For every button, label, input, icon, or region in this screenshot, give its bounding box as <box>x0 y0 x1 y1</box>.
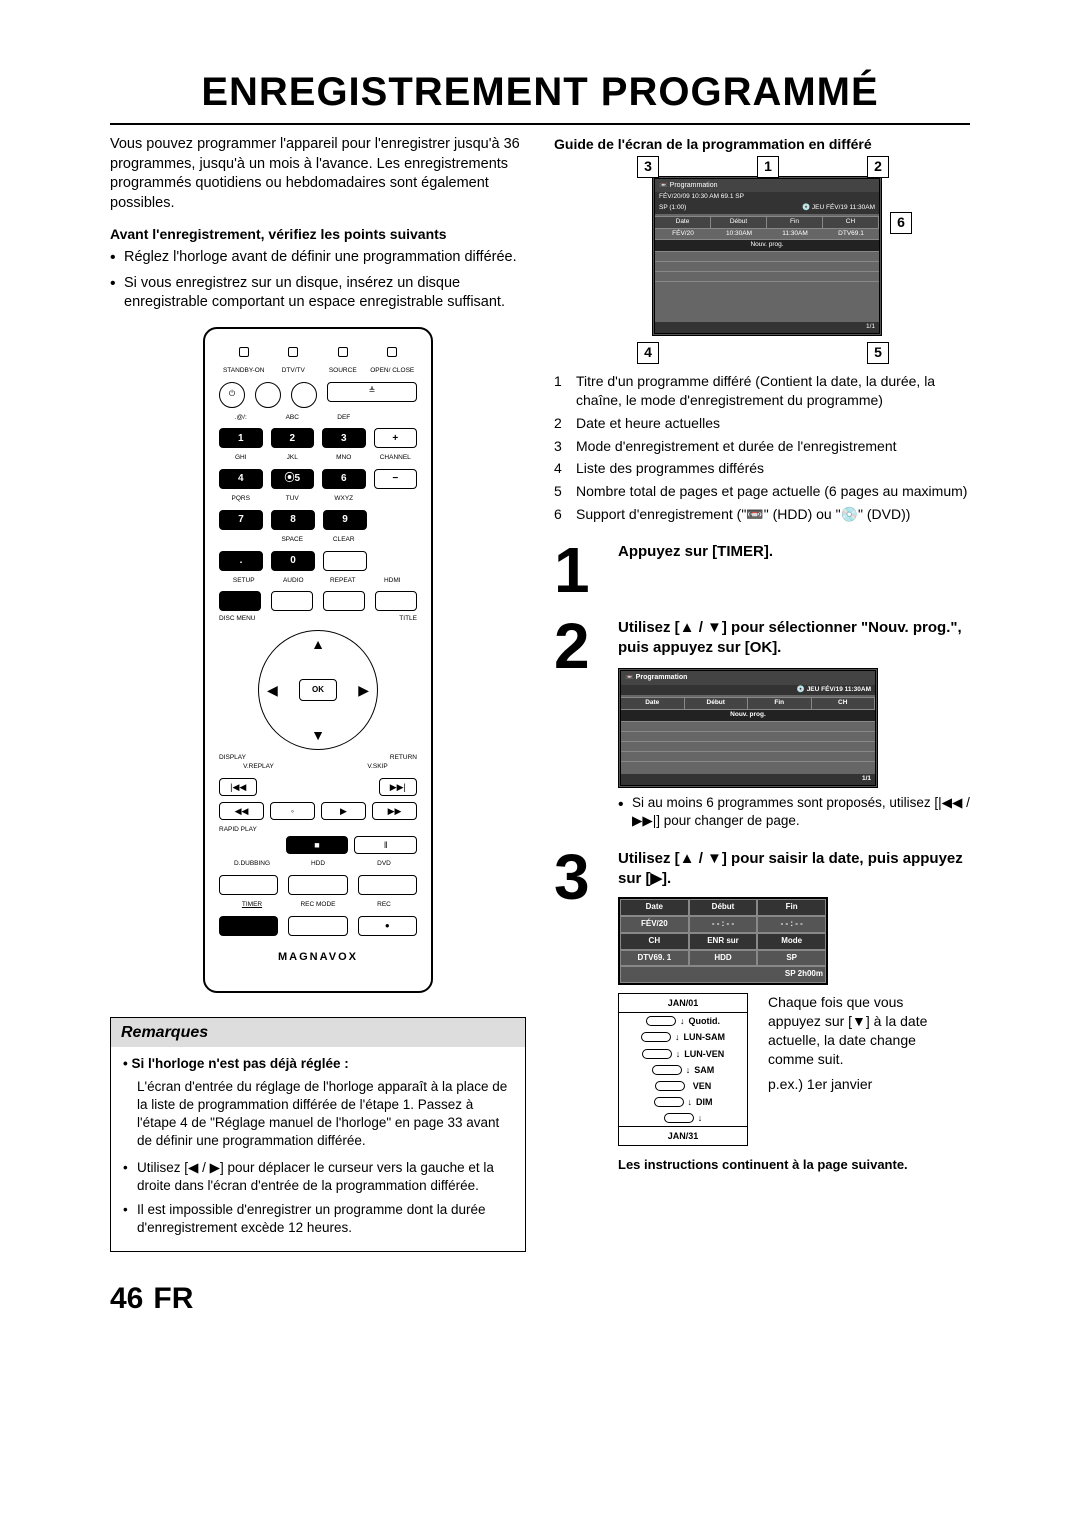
callout-5: 5 <box>867 342 889 364</box>
keypad: .@/:ABCDEF 1 2 3 + GHIJKLMNOCHANNEL 4 ⦿5… <box>219 414 417 571</box>
continue-note: Les instructions continuent à la page su… <box>618 1156 970 1174</box>
standby-button: ⏻ <box>219 382 245 408</box>
ch-up: + <box>374 428 418 448</box>
page-title: ENREGISTREMENT PROGRAMMÉ <box>110 70 970 125</box>
step3-side-text: Chaque fois que vous appuyez sur [▼] à l… <box>768 993 948 1099</box>
remarks-item: Il est impossible d'enregistrer un progr… <box>123 1201 513 1237</box>
playback-pad: |◀◀▶▶| ◀◀◦▶▶▶ RAPID PLAY ■‖ <box>219 778 417 855</box>
key-1: 1 <box>219 428 263 448</box>
content-columns: Vous pouvez programmer l'appareil pour l… <box>110 135 970 1252</box>
callout-4: 4 <box>637 342 659 364</box>
callout-3: 3 <box>637 156 659 178</box>
repeat-button <box>323 591 365 611</box>
callout-2: 2 <box>867 156 889 178</box>
remarks-bold: • Si l'horloge n'est pas déjà réglée : <box>123 1055 513 1073</box>
key-9: 9 <box>323 510 367 530</box>
remote-top-row <box>219 347 417 357</box>
step-1: 1 Appuyez sur [TIMER]. <box>554 542 970 600</box>
right-column: Guide de l'écran de la programmation en … <box>554 135 970 1252</box>
step3-table: DateDébutFin FÉV/20- - : - -- - : - - CH… <box>618 897 828 985</box>
key-2: 2 <box>271 428 315 448</box>
key-dot: . <box>219 551 263 571</box>
callout-1: 1 <box>757 156 779 178</box>
step-2: 2 Utilisez [▲ / ▼] pour sélectionner "No… <box>554 618 970 831</box>
audio-button <box>271 591 313 611</box>
remarks-box: Remarques • Si l'horloge n'est pas déjà … <box>110 1017 526 1253</box>
before-heading: Avant l'enregistrement, vérifiez les poi… <box>110 225 526 244</box>
remarks-heading: Remarques <box>111 1018 525 1048</box>
tv-screen: 📼 Programmation FÉV/20/09 10:30 AM 69.1 … <box>652 176 882 336</box>
page-number: 46 <box>110 1282 143 1316</box>
setup-button <box>219 591 261 611</box>
key-4: 4 <box>219 469 263 489</box>
manual-page: ENREGISTREMENT PROGRAMMÉ Vous pouvez pro… <box>0 0 1080 1356</box>
key-6: 6 <box>322 469 366 489</box>
hdmi-button <box>375 591 417 611</box>
ch-down: − <box>374 469 418 489</box>
page-lang: FR <box>153 1282 193 1316</box>
remarks-body-text: L'écran d'entrée du réglage de l'horloge… <box>123 1078 513 1151</box>
guide-figure: 📼 Programmation FÉV/20/09 10:30 AM 69.1 … <box>602 162 922 362</box>
remote-diagram: STANDBY-ON DTV/TV SOURCE OPEN/ CLOSE ⏻ ≜… <box>203 327 433 993</box>
key-8: 8 <box>271 510 315 530</box>
left-column: Vous pouvez programmer l'appareil pour l… <box>110 135 526 1252</box>
key-5: ⦿5 <box>271 469 315 489</box>
dtv-button <box>255 382 281 408</box>
intro-text: Vous pouvez programmer l'appareil pour l… <box>110 135 526 213</box>
day-flow-diagram: JAN/01 ↓Quotid. ↓LUN-SAM ↓LUN-VEN ↓SAM V… <box>618 993 748 1146</box>
page-footer: 46 FR <box>110 1282 970 1316</box>
callout-6: 6 <box>890 212 912 234</box>
step2-screen: 📼 Programmation 💿 JEU FÉV/19 11:30AM Dat… <box>618 668 878 788</box>
before-item: Réglez l'horloge avant de définir une pr… <box>110 248 526 268</box>
step-3: 3 Utilisez [▲ / ▼] pour saisir la date, … <box>554 849 970 1174</box>
remarks-item: Utilisez [◀ / ▶] pour déplacer le curseu… <box>123 1159 513 1195</box>
guide-legend: 1Titre d'un programme différé (Contient … <box>554 372 970 524</box>
key-clear <box>323 551 367 571</box>
ok-button: OK <box>299 679 337 701</box>
source-button <box>291 382 317 408</box>
brand-label: MAGNAVOX <box>219 950 417 965</box>
before-item: Si vous enregistrez sur un disque, insér… <box>110 274 526 313</box>
remote-labels: STANDBY-ON DTV/TV SOURCE OPEN/ CLOSE <box>219 367 417 376</box>
nav-wheel: ▲ ◀ ▶ ▼ OK <box>258 630 378 750</box>
before-list: Réglez l'horloge avant de définir une pr… <box>110 248 526 313</box>
step2-note: Si au moins 6 programmes sont proposés, … <box>618 794 970 830</box>
guide-heading: Guide de l'écran de la programmation en … <box>554 135 970 154</box>
timer-button <box>219 916 278 936</box>
key-3: 3 <box>322 428 366 448</box>
open-close-button: ≜ <box>327 382 417 402</box>
key-0: 0 <box>271 551 315 571</box>
key-7: 7 <box>219 510 263 530</box>
